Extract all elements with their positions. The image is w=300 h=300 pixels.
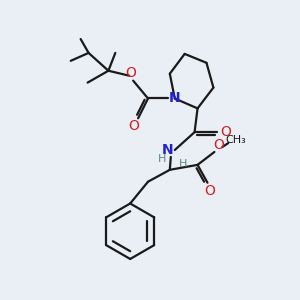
Text: O: O — [220, 125, 231, 139]
Text: N: N — [169, 92, 181, 106]
Text: CH₃: CH₃ — [226, 135, 247, 145]
Text: O: O — [213, 138, 224, 152]
Text: O: O — [126, 66, 136, 80]
Text: H: H — [178, 159, 187, 169]
Text: O: O — [129, 119, 140, 133]
Text: O: O — [204, 184, 215, 198]
Text: N: N — [162, 143, 174, 157]
Text: H: H — [158, 154, 166, 164]
